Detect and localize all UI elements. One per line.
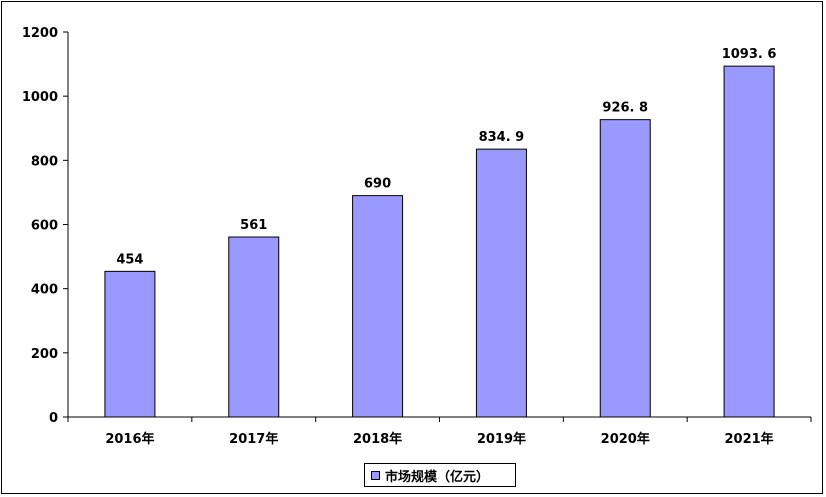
bars — [104, 65, 775, 418]
y-tick-label: 800 — [31, 154, 58, 169]
y-tick-label: 1000 — [22, 90, 58, 105]
x-tick-label: 2017年 — [229, 431, 278, 447]
x-tick-label: 2019年 — [477, 431, 526, 447]
data-label: 834. 9 — [479, 130, 525, 145]
data-label: 690 — [364, 177, 391, 192]
data-label: 1093. 6 — [722, 47, 777, 62]
y-tick-label: 200 — [31, 347, 58, 362]
x-tick-label: 2016年 — [105, 431, 154, 447]
y-tick-label: 0 — [49, 411, 58, 426]
x-tick-label: 2018年 — [353, 431, 402, 447]
y-tick-label: 400 — [31, 283, 58, 298]
data-label: 926. 8 — [602, 101, 648, 116]
data-label: 561 — [240, 218, 267, 233]
legend-label: 市场规模（亿元） — [385, 469, 490, 485]
data-labels: 454 561 690 834. 9 926. 8 1093. 6 — [116, 47, 776, 267]
legend-swatch — [371, 470, 380, 480]
bar — [723, 65, 775, 418]
bar — [599, 119, 651, 418]
y-tick-label: 1200 — [22, 26, 58, 41]
bar — [104, 270, 156, 418]
legend: 市场规模（亿元） — [364, 463, 516, 487]
bar — [352, 195, 404, 418]
x-tick-label: 2021年 — [724, 431, 773, 447]
x-tick-label: 2020年 — [601, 431, 650, 447]
y-tick-label: 600 — [31, 219, 58, 234]
data-label: 454 — [116, 252, 143, 267]
axes: 0 200 400 600 800 1000 1200 2016年 2017年 2018年 2019… — [22, 26, 812, 447]
bar — [475, 148, 527, 418]
bar — [228, 236, 280, 418]
